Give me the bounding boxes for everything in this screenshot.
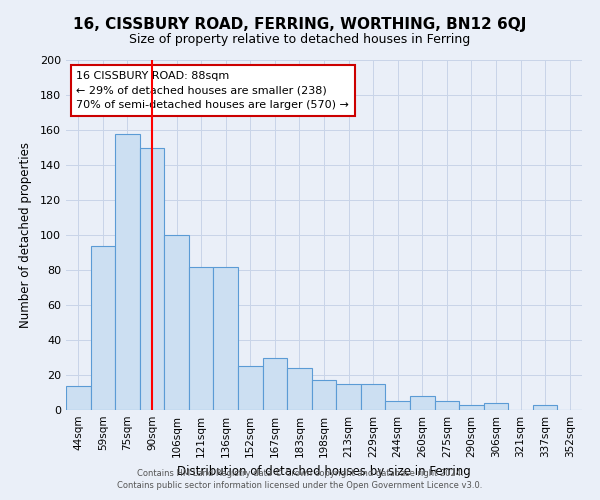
Y-axis label: Number of detached properties: Number of detached properties <box>19 142 32 328</box>
Bar <box>287 368 312 410</box>
Bar <box>263 358 287 410</box>
Bar <box>484 403 508 410</box>
Bar <box>66 386 91 410</box>
Text: 16, CISSBURY ROAD, FERRING, WORTHING, BN12 6QJ: 16, CISSBURY ROAD, FERRING, WORTHING, BN… <box>73 18 527 32</box>
Text: Contains HM Land Registry data © Crown copyright and database right 2024.
Contai: Contains HM Land Registry data © Crown c… <box>118 468 482 490</box>
Text: Size of property relative to detached houses in Ferring: Size of property relative to detached ho… <box>130 32 470 46</box>
Bar <box>189 266 214 410</box>
Bar <box>434 401 459 410</box>
Bar <box>312 380 336 410</box>
Bar <box>140 148 164 410</box>
Bar <box>533 405 557 410</box>
Bar <box>214 266 238 410</box>
Bar <box>361 384 385 410</box>
X-axis label: Distribution of detached houses by size in Ferring: Distribution of detached houses by size … <box>177 466 471 478</box>
Bar <box>91 246 115 410</box>
Bar <box>238 366 263 410</box>
Bar <box>385 401 410 410</box>
Bar <box>164 235 189 410</box>
Bar <box>336 384 361 410</box>
Bar <box>459 405 484 410</box>
Text: 16 CISSBURY ROAD: 88sqm
← 29% of detached houses are smaller (238)
70% of semi-d: 16 CISSBURY ROAD: 88sqm ← 29% of detache… <box>76 70 349 110</box>
Bar <box>410 396 434 410</box>
Bar <box>115 134 140 410</box>
